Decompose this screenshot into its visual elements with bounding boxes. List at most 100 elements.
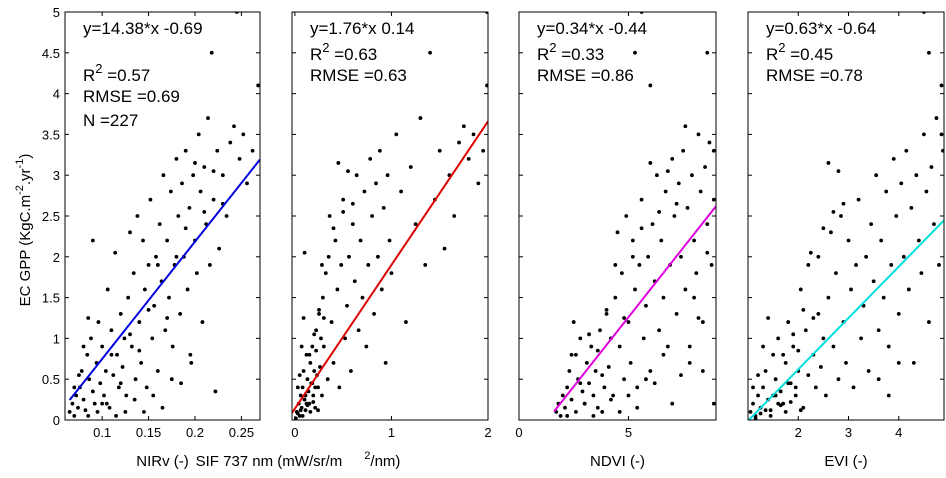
data-point xyxy=(761,344,765,349)
data-point xyxy=(871,279,876,284)
data-point xyxy=(215,148,220,153)
data-point xyxy=(341,210,346,214)
data-point xyxy=(298,393,303,398)
data-point xyxy=(174,254,179,259)
data-point xyxy=(123,409,128,414)
data-point xyxy=(104,401,109,406)
x-tick-label: 5 xyxy=(625,425,632,440)
data-point xyxy=(77,373,81,378)
data-point xyxy=(639,197,644,202)
data-point xyxy=(756,373,760,378)
data-point xyxy=(139,360,144,365)
data-point xyxy=(316,385,320,390)
r-squared: R2 =0.63 xyxy=(310,40,377,64)
data-point xyxy=(821,226,826,231)
data-point xyxy=(211,169,216,174)
data-point xyxy=(85,352,90,357)
data-point xyxy=(748,409,753,414)
x-tick-label: 0.1 xyxy=(93,425,111,440)
data-point xyxy=(841,201,846,206)
data-point xyxy=(816,312,821,316)
data-point xyxy=(578,381,583,386)
data-point xyxy=(904,148,909,153)
data-point xyxy=(193,161,197,165)
data-point xyxy=(155,369,160,373)
data-point xyxy=(886,393,891,398)
data-point xyxy=(333,238,338,243)
data-point xyxy=(806,263,811,267)
data-point xyxy=(679,373,683,378)
data-point xyxy=(768,414,773,418)
data-point xyxy=(206,116,210,120)
data-point xyxy=(317,312,321,316)
data-point xyxy=(773,377,778,382)
data-point xyxy=(442,246,447,251)
data-point xyxy=(418,116,423,120)
data-point xyxy=(683,124,688,129)
x-tick-label: 0.2 xyxy=(186,425,204,440)
data-point xyxy=(694,271,699,276)
data-point xyxy=(569,397,574,402)
data-point xyxy=(336,161,341,165)
data-point xyxy=(345,303,349,308)
data-point xyxy=(811,316,816,320)
data-point xyxy=(437,148,442,153)
data-point xyxy=(692,295,697,300)
data-point xyxy=(637,263,642,267)
data-point xyxy=(595,348,600,353)
x-axis-label: SIF 737 nm (mW/sr/m 2/nm) xyxy=(196,450,401,470)
data-point xyxy=(374,181,378,186)
data-point xyxy=(305,377,310,382)
data-point xyxy=(72,385,77,390)
data-point xyxy=(604,312,609,316)
data-point xyxy=(894,214,899,218)
data-point xyxy=(823,393,828,398)
data-point xyxy=(641,336,646,341)
y-tick-label: 3 xyxy=(53,168,60,183)
data-point xyxy=(350,201,355,206)
data-point xyxy=(756,393,760,398)
data-point xyxy=(696,316,701,320)
data-point xyxy=(314,348,319,353)
data-point xyxy=(591,393,596,398)
data-point xyxy=(207,263,212,267)
data-point xyxy=(224,214,229,218)
data-point xyxy=(116,385,121,390)
data-point xyxy=(932,222,936,227)
data-point xyxy=(360,295,365,300)
data-point xyxy=(655,173,659,178)
data-point xyxy=(102,393,106,398)
data-point xyxy=(919,271,924,276)
data-point xyxy=(587,332,591,337)
data-point xyxy=(661,295,666,300)
data-point xyxy=(615,230,620,235)
data-point xyxy=(622,377,626,382)
data-point xyxy=(329,320,334,324)
data-point xyxy=(685,205,690,210)
data-point xyxy=(834,271,838,276)
data-point xyxy=(209,50,214,55)
data-point xyxy=(839,214,843,218)
data-point xyxy=(301,369,306,373)
data-point xyxy=(310,344,315,349)
data-point xyxy=(786,320,791,324)
data-point xyxy=(72,414,77,418)
data-point xyxy=(200,320,205,324)
y-axis-label: EC GPP (KgC.m-2.yr-1) xyxy=(14,154,34,307)
data-point xyxy=(320,393,324,398)
data-point xyxy=(399,189,404,194)
data-point xyxy=(939,83,944,88)
data-point xyxy=(107,405,112,410)
fit-line xyxy=(748,219,944,420)
data-point xyxy=(423,263,428,267)
data-point xyxy=(630,238,635,243)
data-point xyxy=(319,336,323,341)
data-point xyxy=(796,348,801,353)
data-point xyxy=(312,369,317,373)
data-point xyxy=(237,156,242,161)
data-point xyxy=(152,303,157,308)
data-point xyxy=(707,140,712,145)
data-point xyxy=(584,360,589,365)
data-point xyxy=(299,344,304,349)
data-point xyxy=(849,287,853,292)
